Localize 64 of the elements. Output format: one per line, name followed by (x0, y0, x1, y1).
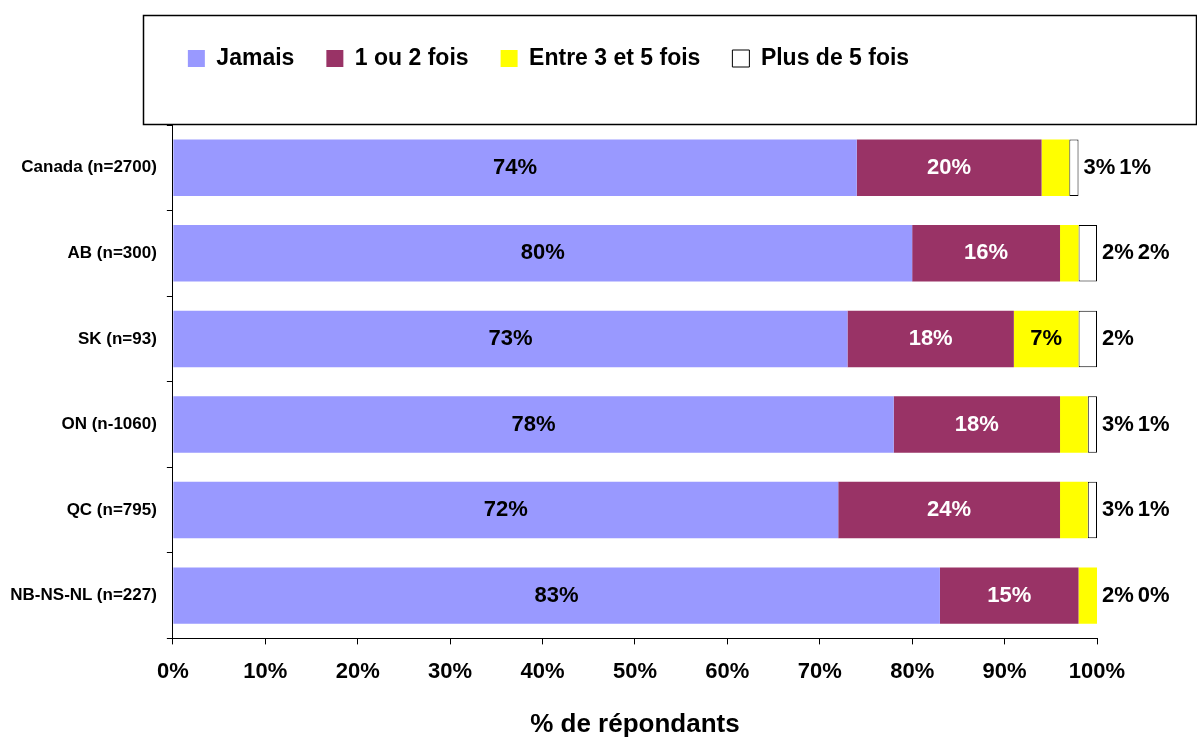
x-tick-label: 50% (612, 657, 657, 683)
data-label: 2% (1102, 324, 1134, 350)
data-label: 83% (534, 581, 579, 607)
data-label: 2% (1102, 581, 1134, 607)
data-label: 3% (1083, 153, 1116, 179)
data-label: 18% (954, 410, 999, 436)
x-tick-label: 30% (428, 657, 473, 683)
y-tick-label: SK (n=93) (77, 328, 157, 348)
bar (1060, 481, 1088, 539)
y-tick-label: QC (n=795) (66, 499, 157, 519)
data-label: 1% (1137, 410, 1170, 436)
y-tick-label: ON (n-1060) (61, 414, 157, 434)
data-label: 7% (1030, 324, 1063, 350)
bar (173, 396, 894, 453)
x-tick-label: 80% (890, 657, 935, 683)
data-label: 15% (987, 581, 1032, 607)
bar (1041, 139, 1070, 197)
y-tick-label: AB (n=300) (67, 243, 157, 263)
bar (1013, 310, 1079, 368)
bar (173, 567, 940, 624)
data-label: 74% (493, 153, 538, 179)
data-label: 3% (1102, 496, 1134, 522)
legend-label: 1 ou 2 fois (354, 43, 469, 70)
x-tick-label: 90% (982, 657, 1027, 683)
data-label: 1% (1119, 153, 1152, 179)
bar (1060, 225, 1079, 282)
data-label: 2% (1137, 239, 1170, 265)
data-label: 78% (511, 410, 556, 436)
x-tick-label: 20% (335, 657, 380, 683)
bar (1060, 396, 1088, 453)
bar (173, 481, 839, 539)
bar (939, 567, 1079, 624)
data-label: 18% (908, 324, 953, 350)
data-label: 80% (520, 239, 565, 265)
bar (912, 225, 1061, 282)
bar (893, 396, 1061, 453)
y-tick-label: NB-NS-NL (n=227) (10, 585, 157, 605)
legend-label: Entre 3 et 5 fois (529, 43, 701, 70)
bar (173, 139, 857, 197)
data-label: 2% (1102, 239, 1134, 265)
data-label: 73% (488, 324, 533, 350)
bar (173, 225, 913, 282)
x-tick-label: 0% (156, 657, 189, 683)
data-label: 3% (1102, 410, 1134, 436)
data-label: 0% (1137, 581, 1170, 607)
x-tick-label: 100% (1068, 657, 1126, 683)
bar (173, 310, 848, 368)
legend-label: Jamais (216, 43, 295, 70)
data-label: 16% (964, 239, 1009, 265)
y-tick-label: Canada (n=2700) (21, 157, 157, 177)
data-label: 72% (483, 496, 528, 522)
legend-label: Plus de 5 fois (760, 43, 910, 70)
bar (838, 481, 1061, 539)
bar (847, 310, 1014, 368)
x-tick-label: 60% (705, 657, 750, 683)
data-label: 1% (1137, 496, 1170, 522)
x-axis-title: % de répondants (530, 707, 740, 738)
x-tick-label: 10% (243, 657, 288, 683)
data-label: 20% (927, 153, 972, 179)
x-tick-label: 70% (797, 657, 842, 683)
bar (856, 139, 1042, 197)
data-label: 24% (927, 496, 972, 522)
bar (1078, 567, 1097, 624)
x-tick-label: 40% (520, 657, 565, 683)
